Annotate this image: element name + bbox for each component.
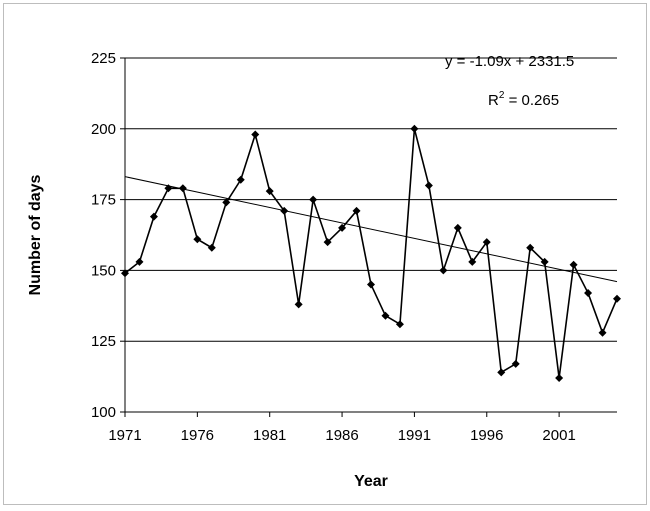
x-tick-label-1976: 1976 bbox=[181, 427, 214, 444]
data-point bbox=[497, 368, 506, 377]
data-point bbox=[540, 257, 549, 266]
x-tick-label-1981: 1981 bbox=[253, 427, 286, 444]
data-point bbox=[569, 260, 578, 269]
x-axis-title: Year bbox=[354, 473, 388, 490]
y-axis-title: Number of days bbox=[27, 174, 44, 295]
data-point bbox=[381, 311, 390, 320]
x-tick-labels: 1971 1976 1981 1986 1991 1996 2001 bbox=[108, 427, 575, 444]
data-point bbox=[424, 181, 433, 190]
data-point bbox=[367, 280, 375, 289]
y-tick-label-125: 125 bbox=[91, 333, 116, 350]
data-point bbox=[352, 206, 361, 215]
data-point bbox=[164, 184, 173, 193]
x-tick-label-1986: 1986 bbox=[325, 427, 358, 444]
data-series bbox=[121, 124, 621, 383]
y-tick-label-225: 225 bbox=[91, 50, 116, 67]
data-point bbox=[468, 257, 477, 266]
gridlines bbox=[125, 57, 617, 342]
data-point bbox=[294, 300, 303, 309]
trendline bbox=[124, 176, 618, 283]
series-line bbox=[124, 128, 618, 379]
trendline-equation: y = -1.09x + 2331.5 bbox=[445, 53, 574, 70]
data-point bbox=[323, 238, 332, 247]
data-point bbox=[555, 374, 564, 383]
data-point bbox=[121, 269, 129, 278]
x-tick-label-1996: 1996 bbox=[470, 427, 503, 444]
data-point bbox=[395, 320, 404, 329]
data-point bbox=[482, 238, 491, 247]
x-tick-label-1971: 1971 bbox=[108, 427, 141, 444]
data-point bbox=[338, 223, 347, 232]
data-point bbox=[265, 187, 274, 196]
data-point bbox=[251, 130, 260, 139]
data-point bbox=[207, 243, 216, 252]
y-tick-label-175: 175 bbox=[91, 192, 116, 209]
r-squared-prefix: R bbox=[488, 92, 499, 109]
r-squared-label: R2 = 0.265 bbox=[488, 90, 559, 109]
data-point bbox=[453, 223, 462, 232]
data-point bbox=[149, 212, 158, 221]
data-point bbox=[410, 124, 419, 133]
data-point bbox=[526, 243, 535, 252]
data-point bbox=[178, 184, 187, 193]
data-point bbox=[222, 198, 231, 207]
x-tick-label-2001: 2001 bbox=[542, 427, 575, 444]
chart-frame: 100 125 150 175 200 225 1971 1976 1981 1986 1991 1… bbox=[3, 3, 647, 505]
y-tick-label-150: 150 bbox=[91, 262, 116, 279]
r-squared-value: = 0.265 bbox=[504, 92, 559, 109]
data-point bbox=[613, 294, 621, 303]
trendline-line bbox=[124, 176, 618, 283]
data-point bbox=[511, 359, 520, 368]
data-point bbox=[280, 206, 289, 215]
axes bbox=[120, 57, 617, 417]
y-tick-labels: 100 125 150 175 200 225 bbox=[91, 50, 116, 421]
data-point bbox=[135, 257, 144, 266]
y-tick-label-100: 100 bbox=[91, 404, 116, 421]
data-point bbox=[309, 195, 318, 204]
data-point bbox=[193, 235, 202, 244]
data-point bbox=[598, 328, 607, 337]
data-point bbox=[439, 266, 448, 275]
x-tick-label-1991: 1991 bbox=[398, 427, 431, 444]
data-point bbox=[584, 289, 593, 298]
y-tick-label-200: 200 bbox=[91, 121, 116, 138]
r-squared-superscript: 2 bbox=[499, 90, 505, 101]
data-point bbox=[236, 175, 245, 184]
